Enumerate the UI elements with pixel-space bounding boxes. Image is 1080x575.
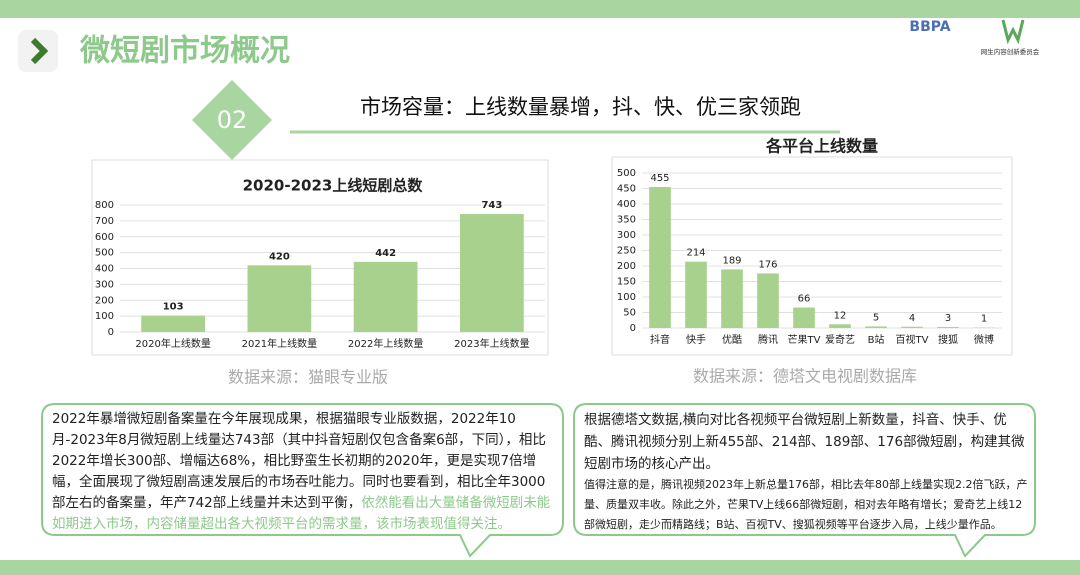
x-tick-label: 2022年上线数量 bbox=[348, 337, 423, 350]
x-tick-label: 快手 bbox=[686, 333, 706, 346]
x-tick-label: 爱奇艺 bbox=[825, 333, 855, 346]
note-text: 根据德塔文数据,横向对比各视频平台微短剧上新数量，抖音、快手、优酷、腾讯视频分别… bbox=[584, 409, 1028, 535]
x-tick-label: 芒果TV bbox=[788, 333, 821, 346]
value-label: 442 bbox=[375, 248, 396, 259]
y-tick-label: 500 bbox=[617, 168, 636, 179]
note-body: 根据德塔文数据,横向对比各视频平台微短剧上新数量，抖音、快手、优酷、腾讯视频分别… bbox=[584, 412, 1025, 472]
value-label: 743 bbox=[481, 200, 502, 211]
value-label: 1 bbox=[981, 314, 987, 325]
x-tick-label: 腾讯 bbox=[758, 333, 778, 346]
slide-title: 微短剧市场概况 bbox=[79, 34, 290, 69]
value-label: 12 bbox=[834, 310, 847, 321]
x-tick-label: 优酷 bbox=[722, 333, 742, 346]
bottom-band bbox=[0, 560, 1080, 575]
y-tick-label: 600 bbox=[95, 232, 114, 243]
bar bbox=[937, 327, 959, 328]
x-tick-label: 搜狐 bbox=[938, 333, 958, 346]
logo-icon bbox=[1001, 19, 1025, 45]
note-body: 2022年暴增微短剧备案量在今年展现成果，根据猫眼专业版数据，2022年10月-… bbox=[52, 411, 546, 511]
value-label: 4 bbox=[909, 313, 915, 324]
bar bbox=[829, 324, 851, 328]
x-tick-label: 2021年上线数量 bbox=[242, 337, 317, 350]
bar bbox=[865, 326, 887, 328]
value-label: 3 bbox=[945, 313, 951, 324]
value-label: 189 bbox=[722, 255, 741, 266]
y-tick-label: 100 bbox=[617, 292, 636, 303]
bar bbox=[721, 269, 743, 328]
section-subtitle: 市场容量：上线数量暴增，抖、快、优三家领跑 bbox=[360, 95, 801, 119]
bar bbox=[685, 261, 707, 328]
bar bbox=[793, 307, 815, 328]
value-label: 214 bbox=[686, 248, 705, 259]
bar bbox=[901, 326, 923, 328]
y-tick-label: 250 bbox=[617, 246, 636, 257]
chevron-icon bbox=[30, 37, 49, 65]
note-highlight: 依然能看出大量储备微短剧未能如期进入市场，内容储量超出各大视频平台的需求量，该市… bbox=[52, 495, 551, 532]
chart-title: 各平台上线数量 bbox=[765, 137, 878, 156]
bar bbox=[460, 214, 524, 332]
icon-bg bbox=[18, 30, 58, 72]
y-tick-label: 450 bbox=[617, 184, 636, 195]
note-detail: 值得注意的是，腾讯视频2023年上新总量176部，相比去年80部上线量实现2.2… bbox=[584, 478, 1028, 531]
logo-right: 网生内容创新委员会 bbox=[981, 47, 1040, 56]
note-bubble bbox=[573, 403, 1036, 558]
logo-left: BBPA bbox=[909, 19, 950, 35]
y-tick-label: 150 bbox=[617, 277, 636, 288]
y-tick-label: 400 bbox=[617, 199, 636, 210]
value-label: 176 bbox=[758, 259, 777, 270]
y-tick-label: 300 bbox=[617, 230, 636, 241]
x-tick-label: 微博 bbox=[974, 333, 994, 346]
x-tick-label: B站 bbox=[868, 333, 885, 346]
value-label: 5 bbox=[873, 312, 879, 323]
value-label: 420 bbox=[269, 251, 290, 262]
x-tick-label: 百视TV bbox=[896, 333, 929, 346]
y-tick-label: 400 bbox=[95, 264, 114, 275]
y-tick-label: 50 bbox=[623, 308, 636, 319]
y-tick-label: 200 bbox=[95, 295, 114, 306]
badge-number: 02 bbox=[217, 106, 248, 134]
bar bbox=[141, 315, 205, 332]
bar bbox=[247, 265, 312, 332]
value-label: 66 bbox=[798, 294, 811, 305]
badge-shape bbox=[192, 80, 272, 160]
y-tick-label: 300 bbox=[95, 279, 114, 290]
y-tick-label: 0 bbox=[630, 323, 636, 334]
chart-source: 数据来源：德塔文电视剧数据库 bbox=[693, 367, 917, 386]
x-tick-label: 抖音 bbox=[650, 333, 670, 346]
value-label: 455 bbox=[650, 173, 669, 184]
value-label: 103 bbox=[163, 302, 184, 313]
y-tick-label: 0 bbox=[108, 327, 114, 338]
bar bbox=[649, 186, 671, 328]
y-tick-label: 200 bbox=[617, 261, 636, 272]
y-tick-label: 350 bbox=[617, 215, 636, 226]
y-tick-label: 100 bbox=[95, 311, 114, 322]
chart-title: 2020-2023上线短剧总数 bbox=[243, 177, 424, 195]
note-text: 2022年暴增微短剧备案量在今年展现成果，根据猫眼专业版数据，2022年10月-… bbox=[52, 409, 556, 535]
bar bbox=[757, 273, 779, 328]
x-tick-label: 2023年上线数量 bbox=[454, 337, 529, 350]
y-tick-label: 700 bbox=[95, 216, 114, 227]
y-tick-label: 500 bbox=[95, 248, 114, 259]
chart-source: 数据来源：猫眼专业版 bbox=[228, 368, 388, 387]
bar bbox=[353, 261, 418, 332]
x-tick-label: 2020年上线数量 bbox=[135, 337, 210, 350]
top-band bbox=[0, 0, 1080, 18]
y-tick-label: 800 bbox=[95, 200, 114, 211]
note-bubble bbox=[41, 403, 564, 558]
